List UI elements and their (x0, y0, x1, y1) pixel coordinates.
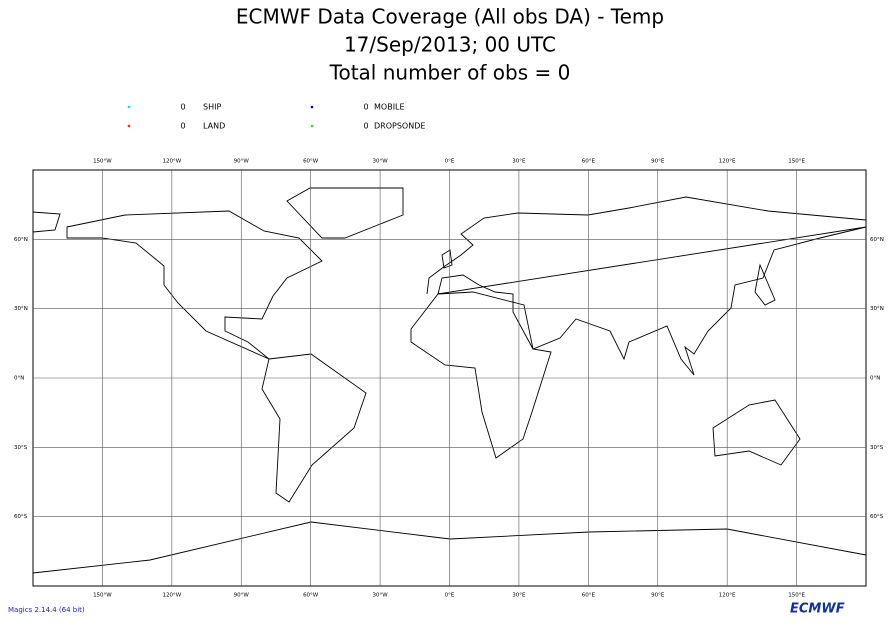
title: ECMWF Data Coverage (All obs DA) - Temp (236, 5, 664, 29)
lat-label: 60°S (870, 514, 884, 520)
date: 17/Sep/2013; 00 UTC (344, 33, 556, 57)
legend-dot (127, 105, 131, 109)
lon-label: 150°W (93, 159, 112, 165)
lat-label: 60°N (870, 237, 884, 243)
lon-label: 150°E (788, 593, 805, 599)
lon-label: 60°W (303, 593, 319, 599)
lon-label: 60°E (582, 159, 596, 165)
lon-label: 90°W (234, 159, 250, 165)
lon-label: 30°E (512, 159, 526, 165)
lon-label: 30°W (372, 593, 388, 599)
lat-label: 60°S (14, 514, 28, 520)
logo: ECMWF (790, 602, 845, 617)
lat-label: 30°S (14, 445, 28, 451)
lon-label: 30°W (372, 159, 388, 165)
lon-label: 60°E (582, 593, 596, 599)
legend-count: 0 (180, 122, 185, 131)
lat-label: 30°N (14, 306, 28, 312)
lat-label: 30°S (870, 445, 884, 451)
lon-label: 120°E (719, 593, 736, 599)
lat-label: 0°N (14, 376, 24, 382)
lon-label: 30°E (512, 593, 526, 599)
legend-dot (310, 105, 314, 109)
lat-label: 0°N (870, 376, 880, 382)
legend-name: DROPSONDE (374, 122, 425, 131)
legend-name: MOBILE (374, 103, 405, 112)
lon-label: 120°W (162, 159, 181, 165)
lon-label: 90°E (651, 159, 665, 165)
lon-label: 90°E (651, 593, 665, 599)
legend-count: 0 (363, 122, 368, 131)
lon-label: 0°E (445, 159, 455, 165)
legend-dot (310, 124, 314, 128)
software: Magics 2.14.4 (64 bit) (8, 606, 85, 614)
lon-label: 120°W (162, 593, 181, 599)
lon-label: 120°E (719, 159, 736, 165)
legend-name: SHIP (203, 103, 221, 112)
lat-label: 30°N (870, 306, 884, 312)
lon-label: 150°E (788, 159, 805, 165)
lon-label: 150°W (93, 593, 112, 599)
legend-name: LAND (203, 122, 225, 131)
legend-dot (127, 124, 131, 128)
lon-label: 90°W (234, 593, 250, 599)
lon-label: 60°W (303, 159, 319, 165)
legend-count: 0 (180, 103, 185, 112)
lon-label: 0°E (445, 593, 455, 599)
legend-count: 0 (363, 103, 368, 112)
lat-label: 60°N (14, 237, 28, 243)
total: Total number of obs = 0 (329, 61, 571, 85)
